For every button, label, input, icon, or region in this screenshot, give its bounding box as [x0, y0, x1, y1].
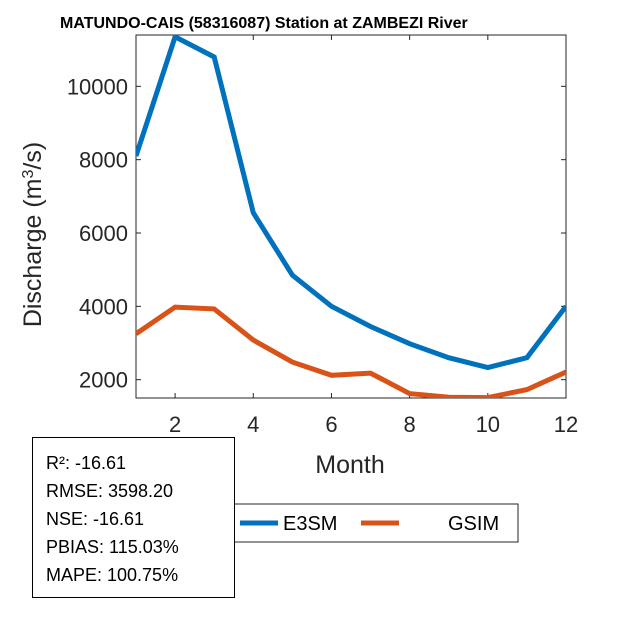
stat-rmse: RMSE: 3598.20	[46, 481, 174, 501]
legend-label-e3sm: E3SM	[283, 513, 337, 535]
series-line-e3sm	[136, 35, 566, 371]
x-tick-label: 2	[169, 412, 181, 437]
legend: E3SM GSIM	[231, 503, 519, 543]
stats-box: R²: -16.61 RMSE: 3598.20 NSE: -16.61 PBI…	[32, 437, 235, 598]
plot-area	[135, 34, 567, 399]
y-tick-label: 8000	[79, 148, 128, 173]
y-axis-label: Discharge (m3/s)	[19, 142, 47, 327]
stat-nse: NSE: -16.61	[46, 509, 145, 529]
series-line-gsim	[136, 304, 566, 398]
stat-pbias: PBIAS: 115.03%	[46, 537, 179, 557]
x-tick-label: 10	[476, 412, 500, 437]
x-tick-label: 12	[554, 412, 578, 437]
x-tick-label: 6	[325, 412, 337, 437]
x-axis-label: Month	[315, 451, 384, 479]
stat-mape: MAPE: 100.75%	[46, 565, 179, 585]
y-tick-label: 6000	[79, 221, 128, 246]
x-tick-label: 8	[404, 412, 416, 437]
y-tick-label: 2000	[79, 368, 128, 393]
y-axis-label-main: Discharge (m	[19, 179, 47, 328]
y-axis-label-tail: /s)	[19, 142, 47, 170]
x-tick-label: 4	[247, 412, 259, 437]
y-axis-label-sup: 3	[20, 170, 37, 179]
chart-title: MATUNDO-CAIS (58316087) Station at ZAMBE…	[60, 15, 468, 32]
stat-r2: R²: -16.61	[46, 453, 127, 473]
legend-label-gsim: GSIM	[448, 513, 499, 535]
y-tick-label: 10000	[67, 74, 128, 99]
y-tick-label: 4000	[79, 294, 128, 319]
